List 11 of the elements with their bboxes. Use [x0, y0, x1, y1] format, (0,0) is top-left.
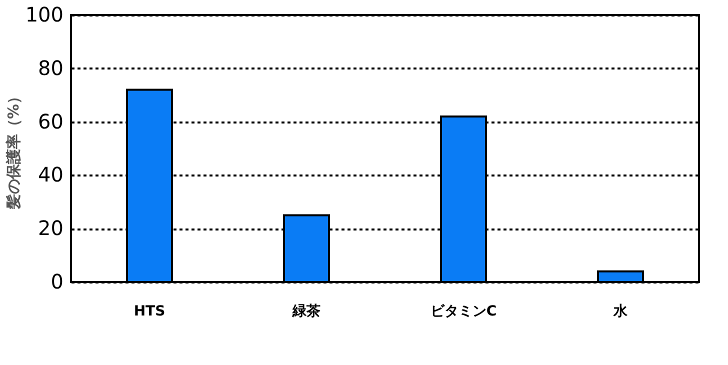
- y-axis-title: 髪の保護率（%）: [4, 88, 22, 210]
- x-tick-label: 緑茶: [292, 304, 320, 320]
- y-tick-label: 100: [25, 2, 64, 26]
- x-tick-label: 水: [612, 304, 628, 320]
- y-tick-label: 60: [38, 109, 64, 134]
- y-tick-label: 80: [38, 56, 64, 80]
- y-tick-label: 40: [38, 162, 64, 187]
- x-tick-label: ビタミンC: [430, 304, 497, 320]
- y-tick-label: 20: [38, 216, 64, 240]
- y-tick-label: 0: [50, 270, 64, 294]
- x-tick-label: HTS: [134, 304, 166, 320]
